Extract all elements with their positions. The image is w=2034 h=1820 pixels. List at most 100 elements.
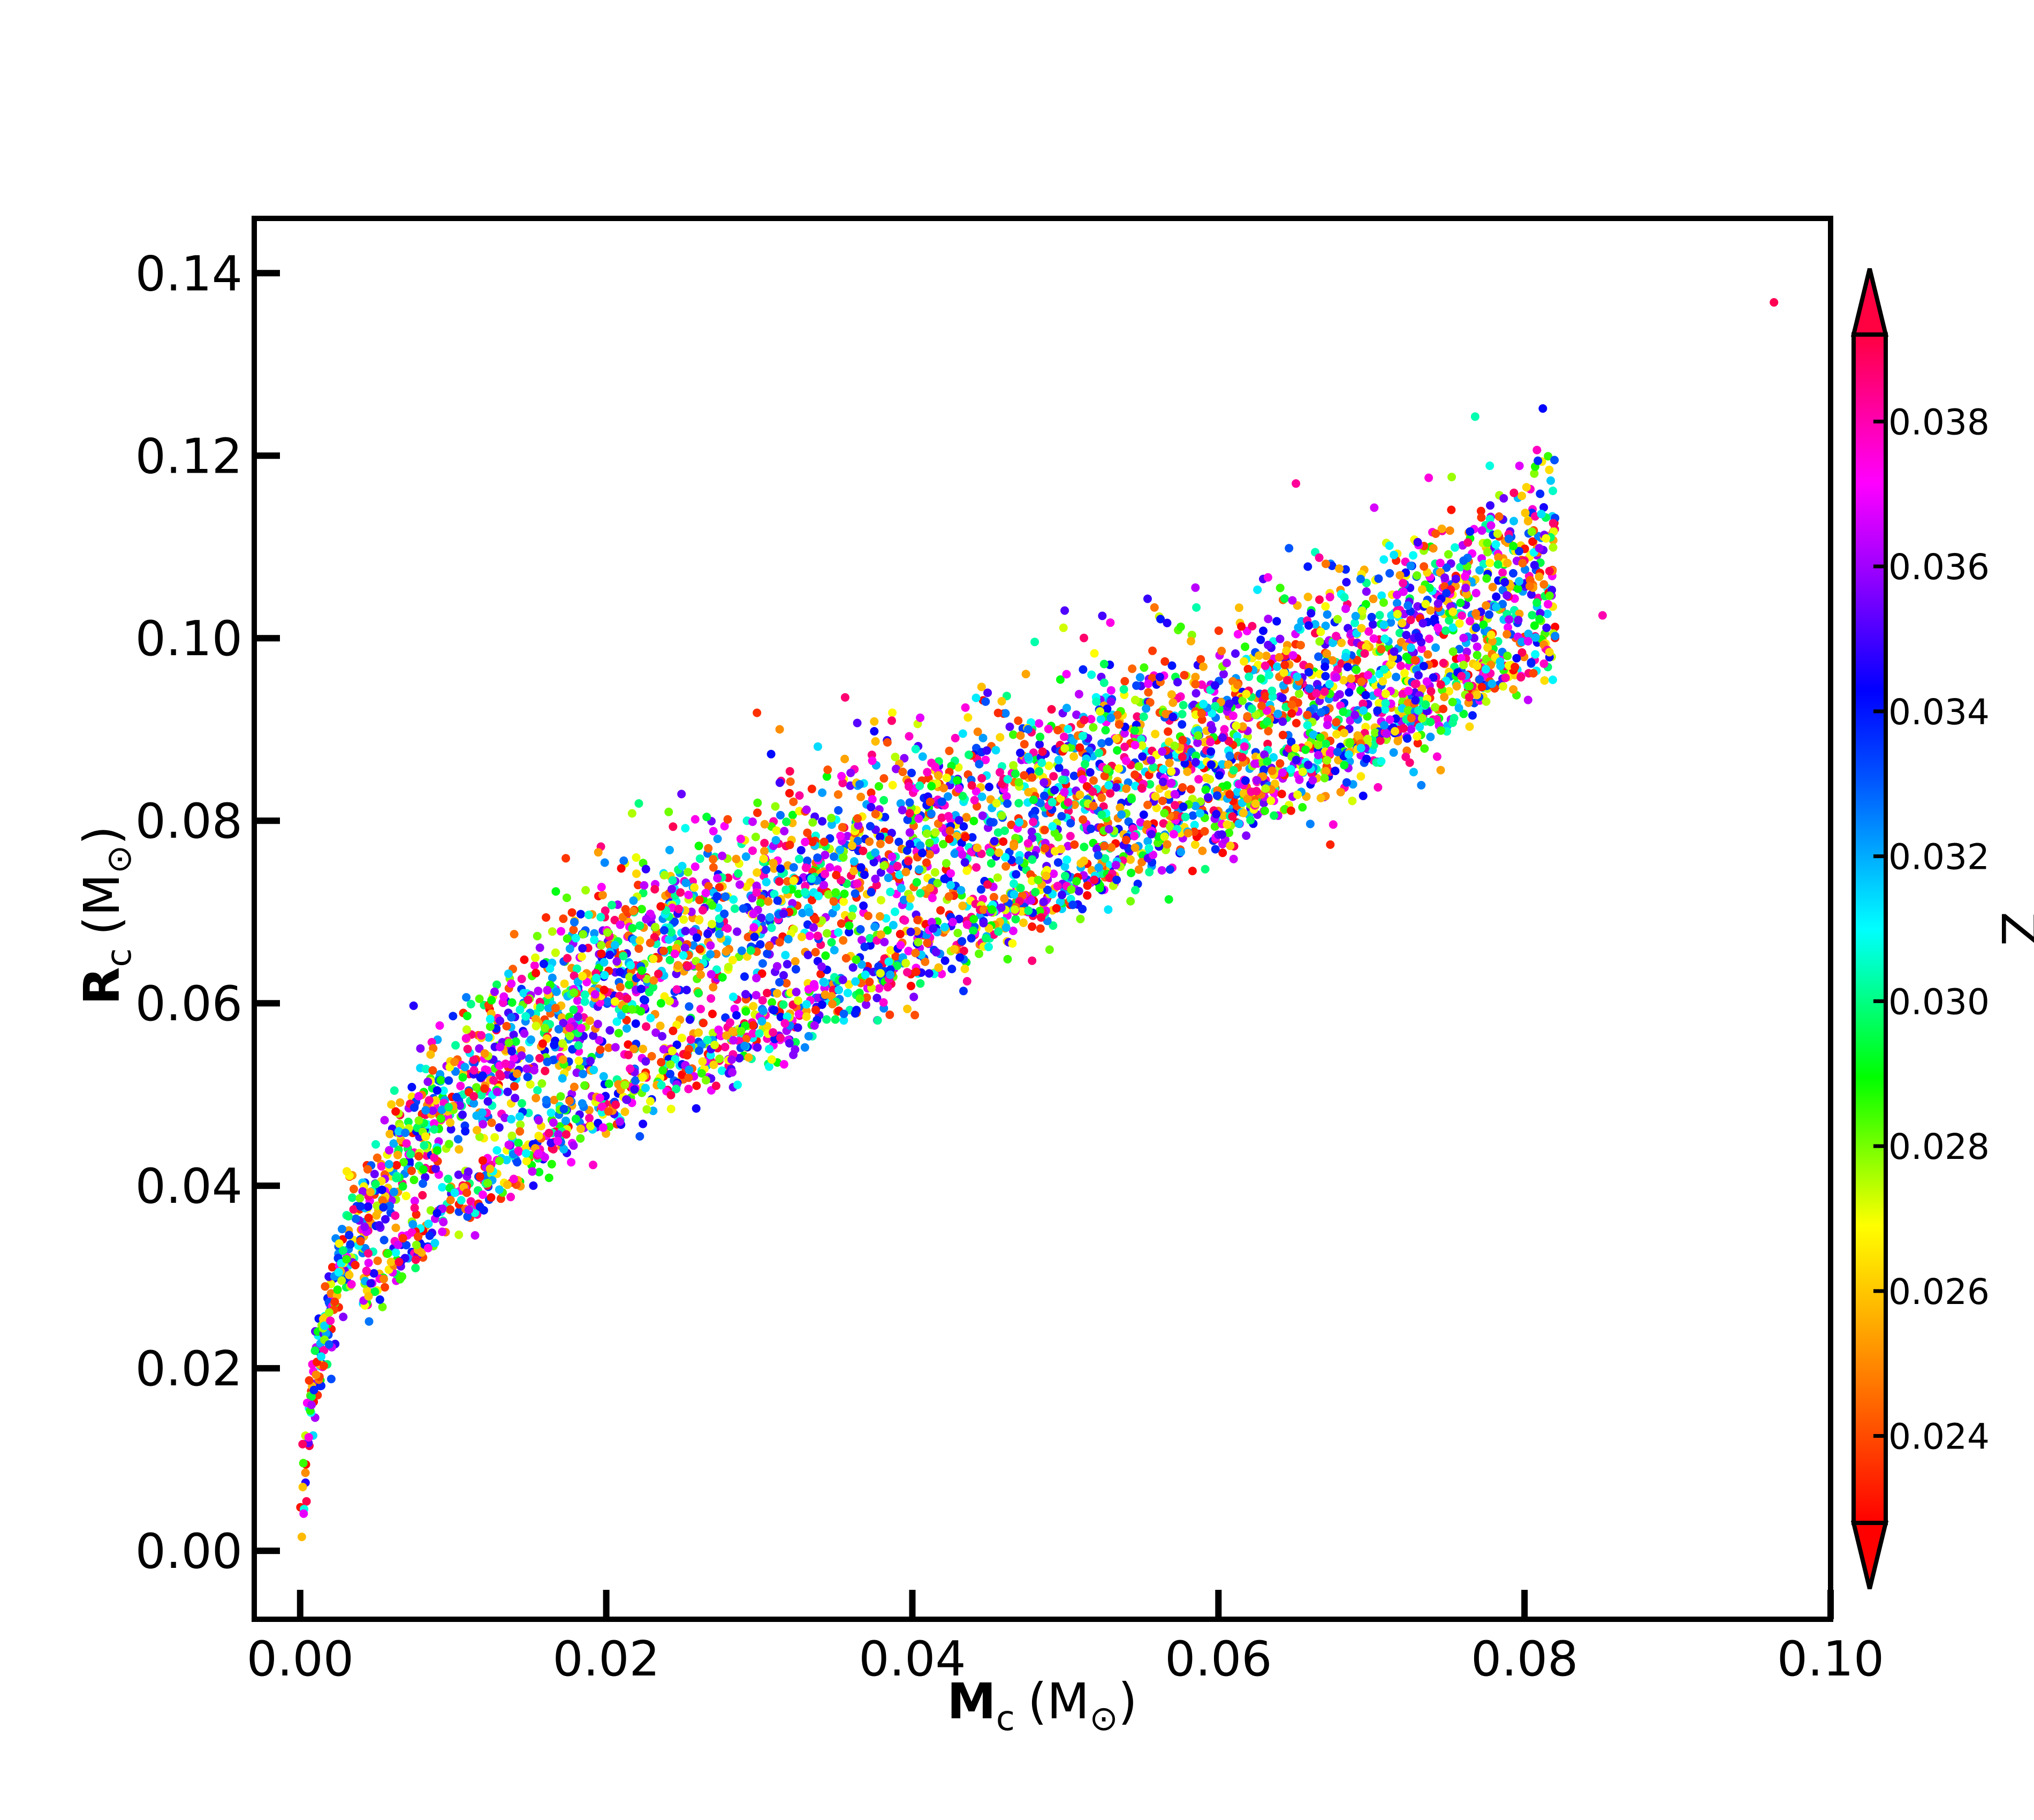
scatter-point	[529, 1181, 538, 1190]
scatter-point	[911, 745, 920, 754]
scatter-point	[460, 1063, 469, 1072]
scatter-point	[785, 840, 794, 850]
scatter-point	[954, 784, 963, 793]
scatter-point	[301, 1468, 310, 1477]
scatter-point	[1010, 879, 1018, 888]
scatter-point	[779, 971, 788, 980]
scatter-point	[1260, 750, 1269, 759]
scatter-point	[1406, 562, 1415, 570]
scatter-point	[1342, 578, 1351, 587]
scatter-point	[940, 956, 950, 965]
scatter-point	[1027, 896, 1036, 905]
scatter-point	[1130, 832, 1139, 840]
scatter-point	[767, 923, 776, 932]
scatter-point	[758, 959, 767, 968]
scatter-point	[954, 763, 963, 772]
scatter-point	[982, 746, 991, 755]
scatter-point	[925, 798, 935, 806]
scatter-point	[1090, 649, 1099, 658]
scatter-point	[1191, 801, 1200, 810]
scatter-point	[656, 999, 665, 1008]
scatter-point	[513, 1069, 521, 1078]
scatter-point	[1352, 665, 1361, 674]
scatter-point	[753, 808, 762, 817]
scatter-point	[438, 1183, 447, 1192]
scatter-point	[1079, 665, 1088, 674]
scatter-point	[748, 846, 757, 855]
scatter-point	[896, 799, 905, 808]
scatter-point	[1094, 863, 1103, 872]
scatter-point	[1483, 548, 1492, 557]
scatter-point	[603, 997, 612, 1006]
scatter-point	[899, 896, 908, 905]
scatter-point	[576, 1134, 585, 1143]
scatter-point	[1477, 526, 1486, 535]
scatter-point	[1140, 663, 1149, 672]
scatter-point	[1403, 706, 1413, 715]
scatter-point	[599, 958, 609, 967]
scatter-point	[1378, 677, 1387, 686]
scatter-point	[1288, 651, 1297, 660]
scatter-point	[1356, 772, 1365, 781]
scatter-point	[1145, 868, 1154, 877]
scatter-point	[1526, 582, 1534, 590]
scatter-point	[1429, 673, 1438, 682]
scatter-point	[1403, 601, 1413, 610]
scatter-point	[461, 1127, 470, 1136]
scatter-point	[848, 841, 856, 850]
scatter-point	[770, 1006, 779, 1015]
scatter-point	[945, 826, 954, 836]
scatter-point	[1459, 661, 1468, 670]
scatter-point	[1385, 715, 1394, 724]
scatter-point	[694, 1028, 703, 1037]
scatter-point	[708, 1010, 717, 1019]
scatter-point	[665, 956, 674, 965]
scatter-point	[517, 1051, 526, 1060]
scatter-point	[1164, 790, 1173, 799]
scatter-point	[1317, 708, 1326, 717]
scatter-point	[469, 1099, 479, 1108]
scatter-point	[1233, 680, 1242, 689]
scatter-point	[707, 994, 716, 1003]
scatter-point	[1242, 831, 1251, 840]
scatter-point	[504, 969, 513, 979]
scatter-point	[948, 917, 957, 927]
scatter-point	[483, 1179, 492, 1188]
scatter-point	[696, 970, 705, 979]
scatter-point	[616, 983, 625, 992]
scatter-point	[923, 938, 932, 947]
scatter-point	[923, 768, 932, 777]
scatter-point	[1527, 527, 1536, 536]
scatter-point	[1024, 753, 1033, 762]
scatter-point	[571, 934, 580, 943]
scatter-point	[532, 1021, 541, 1030]
scatter-point	[364, 1258, 373, 1268]
scatter-point	[961, 703, 970, 712]
scatter-point	[478, 1156, 487, 1165]
scatter-point	[728, 992, 738, 1002]
scatter-point	[1418, 585, 1426, 594]
scatter-point	[586, 1016, 594, 1025]
scatter-point	[1198, 846, 1207, 855]
scatter-point	[759, 1006, 768, 1015]
scatter-point	[736, 835, 745, 844]
scatter-point	[967, 934, 976, 943]
scatter-point	[712, 892, 722, 901]
scatter-point	[634, 944, 643, 953]
scatter-point	[1382, 729, 1391, 738]
scatter-point	[975, 760, 984, 769]
scatter-point	[432, 1146, 442, 1155]
scatter-point	[825, 863, 834, 872]
scatter-point	[1160, 832, 1169, 841]
scatter-point	[977, 850, 986, 858]
scatter-point	[770, 890, 779, 899]
scatter-point	[683, 962, 692, 970]
scatter-point	[1279, 668, 1288, 677]
scatter-point	[699, 1019, 708, 1028]
scatter-point	[445, 1140, 453, 1149]
scatter-point	[1367, 612, 1376, 621]
scatter-point	[865, 837, 874, 846]
scatter-point	[1473, 650, 1482, 659]
scatter-point	[1364, 627, 1373, 636]
scatter-point	[1088, 787, 1097, 796]
